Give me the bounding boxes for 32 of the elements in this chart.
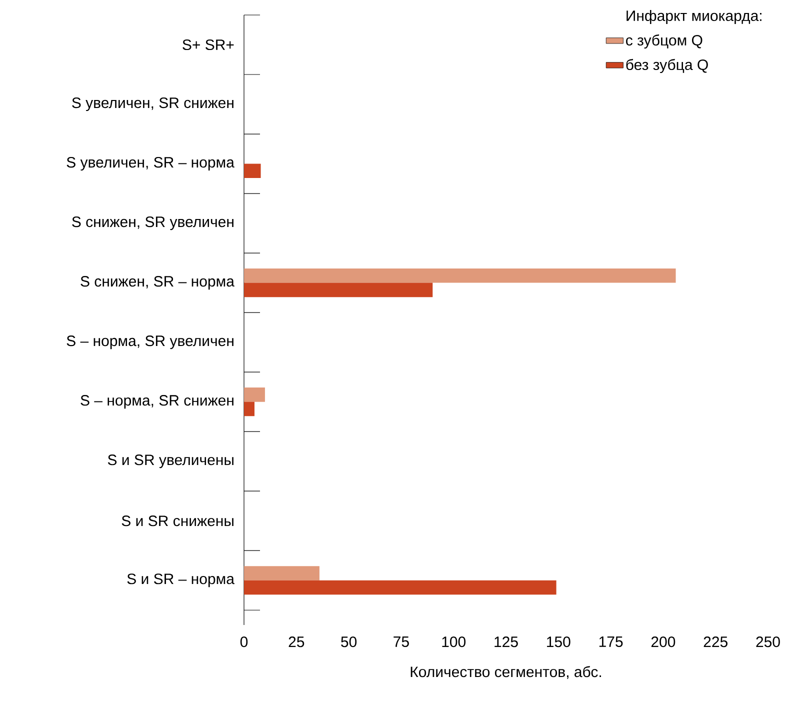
x-tick-label: 150	[547, 636, 570, 648]
x-tick-label: 200	[651, 636, 676, 648]
y-tick-label: S – норма, SR снижен	[80, 395, 234, 409]
x-tick-label: 225	[704, 636, 728, 648]
y-tick-label: S снижен, SR – норма	[80, 276, 234, 290]
y-tick-label: S увеличен, SR – норма	[66, 156, 234, 171]
legend-label: с зубцом Q	[626, 34, 702, 49]
bar	[244, 388, 265, 402]
bar	[244, 164, 261, 178]
legend-label: без зубца Q	[626, 58, 708, 74]
legend-title: Инфаркт миокарда:	[626, 10, 762, 24]
bar	[244, 282, 433, 298]
bar	[244, 580, 556, 595]
x-tick-label: 75	[394, 636, 409, 647]
x-tick-label: 100	[442, 636, 466, 648]
x-tick-label: 175	[599, 636, 623, 647]
y-tick-label: S увеличен, SR снижен	[72, 97, 234, 112]
y-tick-label: S снижен, SR увеличен	[72, 216, 234, 230]
bar	[244, 566, 320, 580]
x-tick-label: 125	[494, 636, 518, 648]
bar	[244, 268, 676, 283]
y-tick-label: S+ SR+	[182, 39, 234, 50]
y-tick-label: S и SR снижены	[122, 516, 234, 526]
x-tick-label: 250	[756, 636, 780, 648]
bar	[244, 402, 254, 416]
x-axis-title: Количество сегментов, абс.	[410, 666, 602, 679]
x-tick-label: 25	[288, 636, 304, 648]
y-tick-label: S – норма, SR увеличен	[66, 336, 234, 350]
x-tick-label: 50	[341, 636, 357, 648]
y-tick-label: S и SR – норма	[127, 574, 234, 588]
x-tick-label: 0	[240, 636, 248, 648]
y-tick-label: S и SR увеличены	[108, 454, 234, 468]
